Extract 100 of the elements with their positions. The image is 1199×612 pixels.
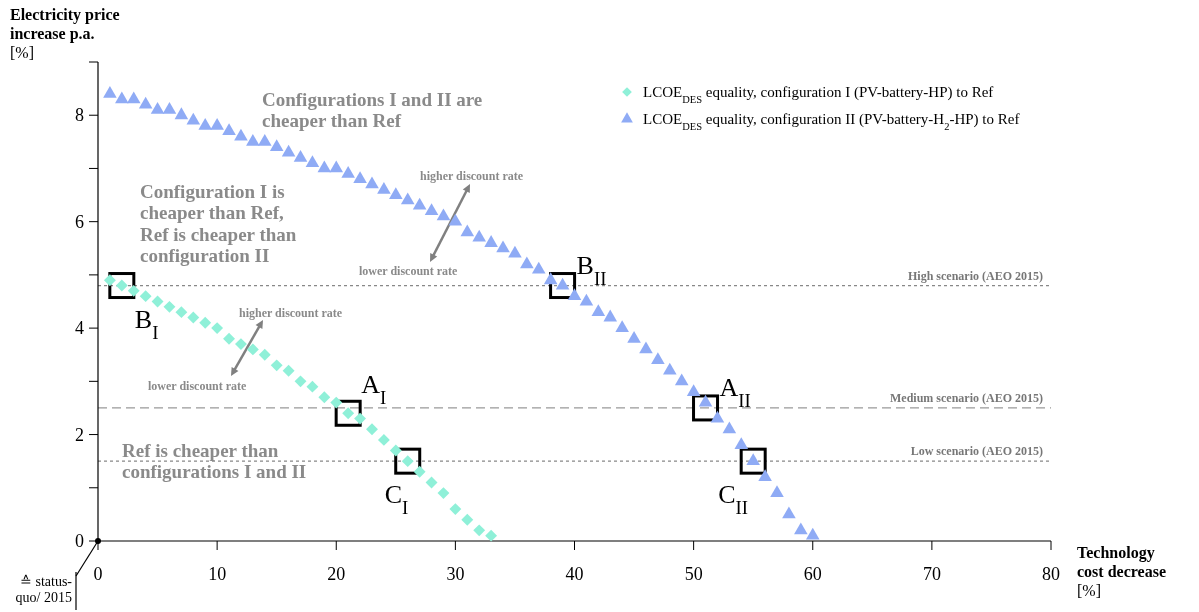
ref-line-label: Medium scenario (AEO 2015) bbox=[890, 390, 1043, 405]
point bbox=[115, 91, 129, 104]
point bbox=[782, 506, 796, 519]
x-tick-label: 40 bbox=[565, 564, 584, 584]
point bbox=[235, 338, 247, 351]
point bbox=[341, 165, 355, 178]
text: ≙ status-quo/ 2015 bbox=[15, 574, 73, 605]
point bbox=[317, 160, 332, 173]
point bbox=[663, 362, 677, 375]
point bbox=[354, 412, 367, 425]
annotation: higher discount rate bbox=[420, 169, 524, 183]
point bbox=[174, 107, 189, 120]
point bbox=[222, 123, 236, 136]
point bbox=[437, 487, 450, 500]
point bbox=[389, 187, 403, 199]
x-tick-label: 0 bbox=[93, 564, 103, 584]
point bbox=[162, 102, 177, 114]
point bbox=[591, 304, 606, 317]
point bbox=[150, 102, 165, 114]
point bbox=[199, 316, 212, 329]
point bbox=[794, 522, 808, 535]
point bbox=[329, 160, 344, 173]
point bbox=[234, 128, 248, 141]
point bbox=[603, 309, 618, 322]
point bbox=[710, 410, 725, 423]
point bbox=[473, 524, 486, 537]
point bbox=[270, 359, 283, 372]
point bbox=[448, 213, 463, 226]
point bbox=[412, 197, 427, 210]
point bbox=[484, 235, 498, 247]
point bbox=[449, 503, 462, 516]
point bbox=[460, 224, 475, 237]
point bbox=[103, 274, 116, 287]
point bbox=[413, 465, 426, 478]
y-tick-label: 2 bbox=[75, 424, 84, 445]
point bbox=[805, 527, 820, 540]
x-tick-label: 80 bbox=[1042, 564, 1060, 584]
point bbox=[294, 375, 307, 388]
point bbox=[257, 133, 272, 146]
annotation: lower discount rate bbox=[359, 264, 459, 278]
point bbox=[461, 513, 474, 526]
point bbox=[531, 261, 546, 274]
point bbox=[770, 485, 784, 498]
point bbox=[258, 348, 271, 361]
ref-line-label: Low scenario (AEO 2015) bbox=[910, 444, 1043, 459]
x-tick-label: 20 bbox=[327, 564, 346, 584]
y-tick-label: 6 bbox=[75, 211, 84, 232]
point bbox=[175, 306, 188, 319]
point bbox=[139, 290, 152, 303]
point bbox=[163, 300, 176, 313]
point bbox=[151, 295, 164, 308]
y-axis-title: Electricity price increase p.a. [%] bbox=[10, 6, 120, 61]
point bbox=[103, 86, 117, 98]
y-tick-label: 8 bbox=[75, 105, 84, 126]
point bbox=[330, 396, 343, 409]
point bbox=[269, 139, 284, 152]
point bbox=[281, 144, 296, 157]
point bbox=[425, 476, 438, 489]
point bbox=[508, 245, 522, 258]
point bbox=[211, 322, 224, 335]
point bbox=[627, 330, 641, 343]
point bbox=[366, 423, 378, 436]
point bbox=[186, 112, 201, 125]
annotation: Configuration I is cheaper than Ref, Ref is cheaper than configuration II bbox=[140, 181, 297, 266]
ref-line-label: High scenario (AEO 2015) bbox=[908, 268, 1043, 283]
point bbox=[567, 288, 582, 301]
x-tick-label: 60 bbox=[803, 564, 822, 584]
annotation: C$_{II}$ bbox=[718, 480, 748, 518]
point bbox=[306, 380, 319, 393]
x-tick-label: 30 bbox=[446, 564, 465, 584]
annotation: C$_{I}$ bbox=[384, 480, 409, 518]
point bbox=[436, 208, 451, 221]
point bbox=[377, 181, 391, 194]
x-tick-label: 70 bbox=[922, 564, 941, 584]
point bbox=[305, 155, 320, 168]
point bbox=[389, 444, 402, 457]
point bbox=[758, 469, 772, 482]
annotation: A$_{II}$ bbox=[719, 372, 751, 411]
point bbox=[472, 229, 486, 242]
x-tick-label: 50 bbox=[684, 564, 703, 584]
point bbox=[686, 384, 701, 396]
y-tick-label: 0 bbox=[75, 531, 84, 551]
point bbox=[377, 433, 390, 446]
point bbox=[639, 341, 653, 354]
legend-label: LCOE$_{DES}$ equality, configuration I (PV-battery-HP) to Ref bbox=[643, 84, 994, 105]
point bbox=[127, 284, 140, 297]
y-tick-label: 4 bbox=[75, 318, 84, 339]
x-axis-title: Technology cost decrease [%] bbox=[1077, 544, 1166, 599]
point bbox=[187, 311, 200, 324]
point bbox=[223, 332, 235, 345]
point bbox=[282, 364, 295, 377]
point bbox=[353, 171, 367, 184]
legend-label: LCOE$_{DES}$ equality, configuration II (PV-battery-H$_{2}$-HP) to Ref bbox=[643, 111, 1020, 132]
annotation: B$_{II}$ bbox=[576, 250, 607, 289]
point bbox=[496, 240, 510, 253]
point bbox=[400, 192, 415, 205]
point bbox=[365, 176, 379, 189]
point bbox=[424, 203, 439, 215]
annotation: A$_{I}$ bbox=[361, 370, 387, 408]
point bbox=[651, 352, 665, 364]
